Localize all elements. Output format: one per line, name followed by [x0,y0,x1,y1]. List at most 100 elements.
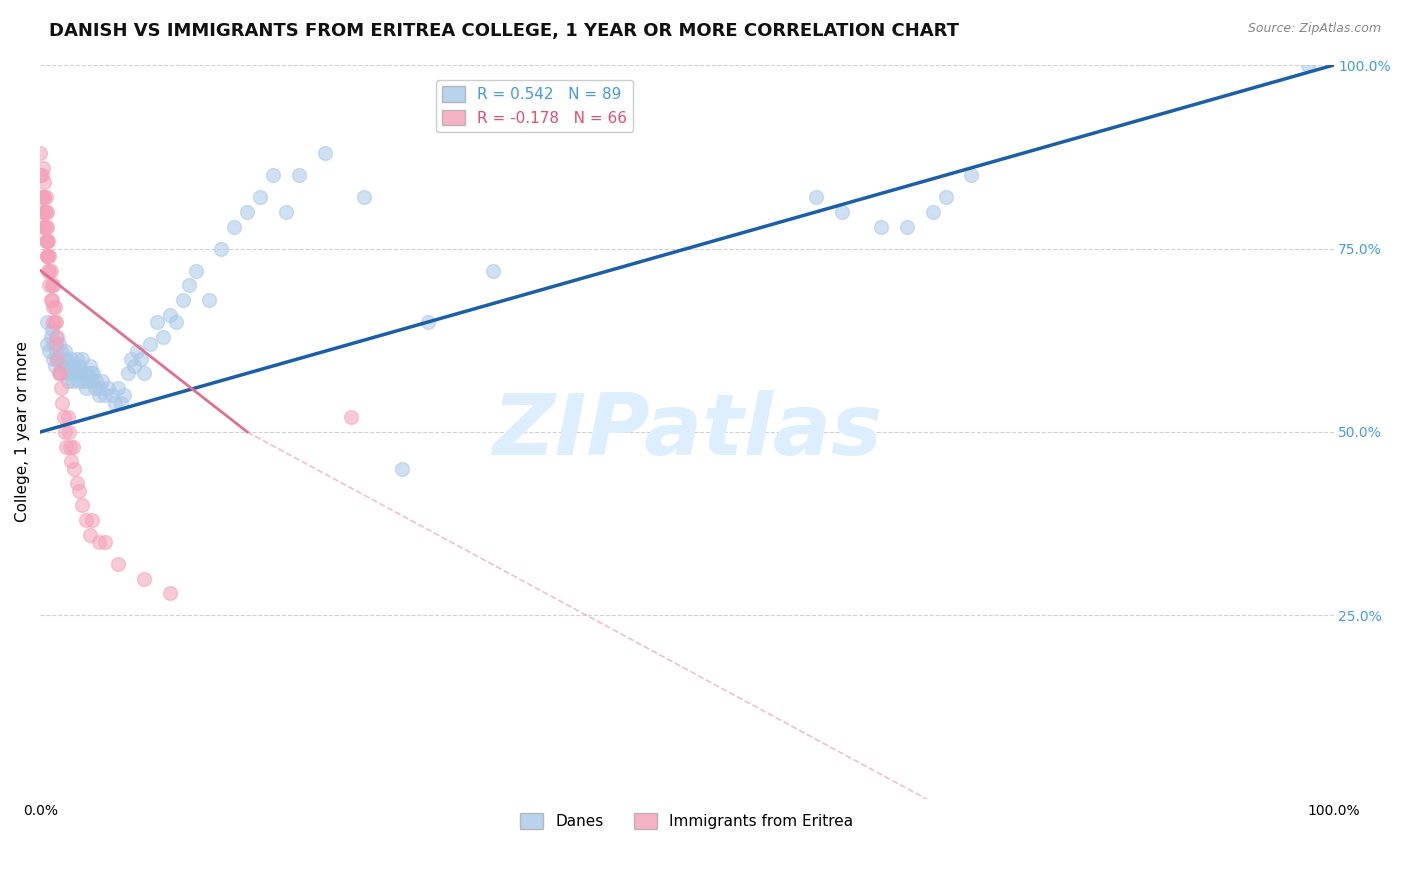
Point [48,366,70,380]
Point [165,315,187,329]
Point [58,425,80,439]
Point [56,410,79,425]
Point [48,337,70,351]
Point [197,293,219,307]
Legend: Danes, Immigrants from Eritrea: Danes, Immigrants from Eritrea [515,807,859,835]
Point [391,461,413,475]
Point [70,351,93,366]
Point [117,366,139,380]
Point [39,293,62,307]
Point [179,278,201,293]
Point [65,351,87,366]
Point [44,300,66,314]
Point [55,440,77,454]
Point [89,381,111,395]
Text: ZIPatlas: ZIPatlas [492,391,882,474]
Point [55,366,77,380]
Point [34,190,56,204]
Point [104,395,127,409]
Point [94,388,117,402]
Point [82,513,104,527]
Point [87,388,110,402]
Point [127,344,149,359]
Point [83,381,105,395]
Point [132,572,155,586]
Point [65,359,87,373]
Y-axis label: College, 1 year or more: College, 1 year or more [15,342,30,523]
Point [70,499,93,513]
Point [37,234,59,248]
Point [30,168,52,182]
Point [45,337,67,351]
Point [132,366,155,380]
Point [62,440,84,454]
Point [46,329,69,343]
Point [107,557,129,571]
Point [314,146,336,161]
Point [62,374,84,388]
Point [58,359,80,373]
Point [52,351,75,366]
Point [32,219,55,234]
Point [418,315,440,329]
Point [51,359,73,373]
Point [353,190,375,204]
Point [107,381,129,395]
Point [75,513,97,527]
Point [146,315,169,329]
Point [921,204,943,219]
Point [79,359,101,373]
Point [67,374,90,388]
Point [159,586,181,600]
Point [60,351,83,366]
Point [224,219,246,234]
Point [31,168,53,182]
Point [49,344,72,359]
Point [49,366,72,380]
Point [35,249,58,263]
Point [870,219,893,234]
Point [120,351,142,366]
Point [39,329,62,343]
Point [31,190,53,204]
Point [139,337,162,351]
Point [44,315,66,329]
Point [34,234,56,248]
Point [66,366,89,380]
Point [51,395,73,409]
Point [34,190,56,204]
Point [46,351,69,366]
Point [34,219,56,234]
Point [38,344,60,359]
Point [52,410,75,425]
Point [249,190,271,204]
Point [91,374,114,388]
Point [960,168,983,182]
Point [262,168,284,182]
Point [75,381,97,395]
Point [211,242,233,256]
Point [87,535,110,549]
Point [69,366,91,380]
Point [935,190,957,204]
Point [896,219,918,234]
Point [129,351,152,366]
Point [114,388,136,402]
Point [97,381,120,395]
Point [159,308,181,322]
Point [35,234,58,248]
Point [38,263,60,277]
Point [59,366,82,380]
Point [53,425,76,439]
Point [288,168,311,182]
Point [59,440,82,454]
Point [49,381,72,395]
Point [39,263,62,277]
Point [482,263,505,277]
Text: Source: ZipAtlas.com: Source: ZipAtlas.com [1247,22,1381,36]
Point [63,366,86,380]
Point [35,204,58,219]
Point [806,190,828,204]
Point [44,359,66,373]
Point [110,395,132,409]
